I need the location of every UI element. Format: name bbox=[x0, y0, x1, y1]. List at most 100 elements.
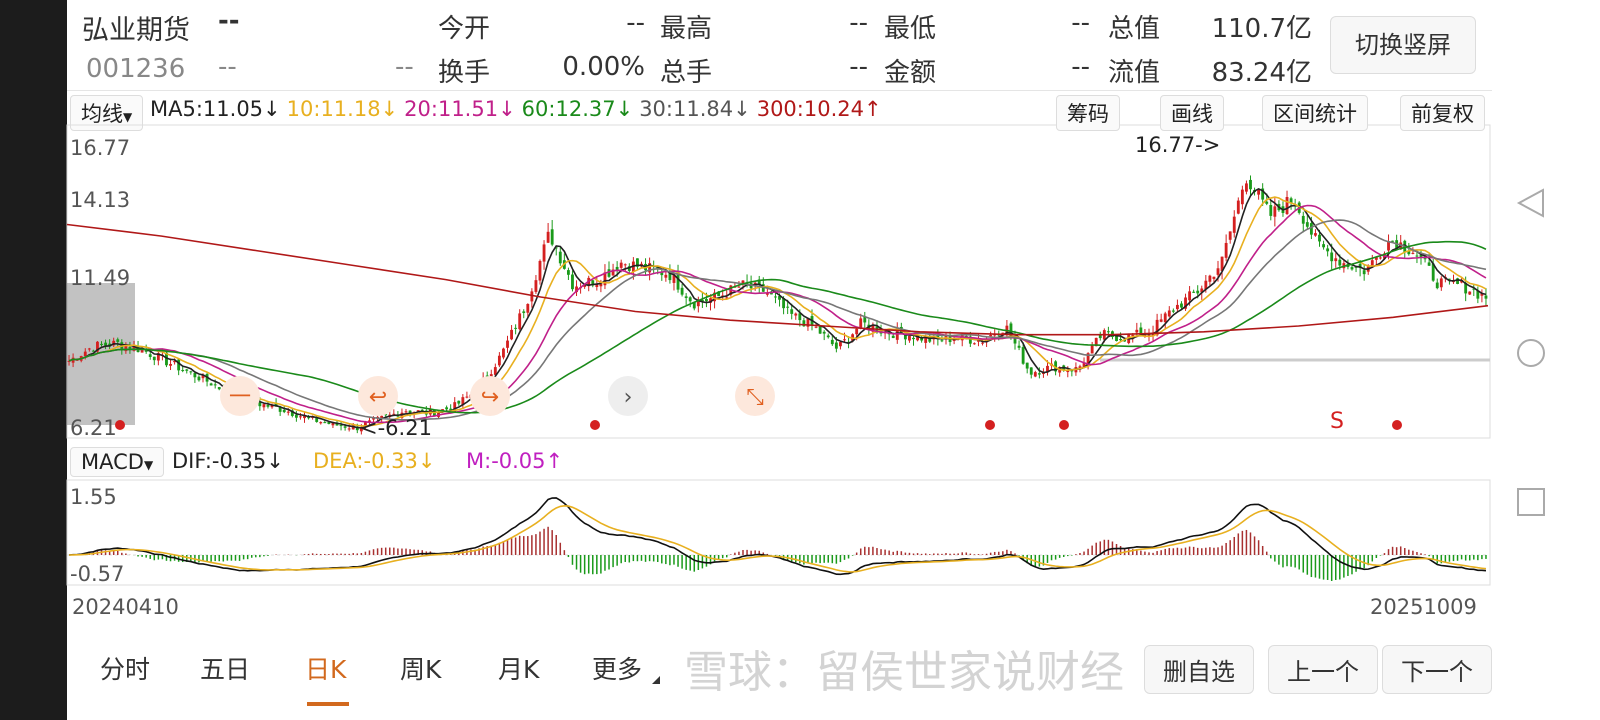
candle-body bbox=[1273, 206, 1277, 217]
chart-tool-button[interactable]: 前复权 bbox=[1400, 95, 1485, 131]
back-icon[interactable] bbox=[1516, 188, 1544, 218]
candle-body bbox=[453, 402, 457, 413]
home-icon[interactable] bbox=[1517, 339, 1545, 367]
candle-body bbox=[1017, 345, 1021, 348]
candle-body bbox=[538, 260, 542, 281]
candle-body bbox=[1123, 339, 1127, 342]
candle-body bbox=[843, 339, 846, 341]
candle-body bbox=[940, 340, 944, 342]
candle-body bbox=[1212, 276, 1216, 279]
candle-body bbox=[822, 331, 826, 334]
candle-body bbox=[778, 296, 781, 300]
candle-body bbox=[989, 334, 993, 337]
candle-body bbox=[1411, 252, 1415, 254]
circle-button-icon[interactable]: › bbox=[624, 385, 633, 410]
macd-pane bbox=[66, 479, 1491, 586]
period-tab[interactable]: 分时 bbox=[100, 655, 151, 684]
candle-body bbox=[140, 349, 144, 353]
candle-body bbox=[599, 283, 603, 287]
candle-body bbox=[1042, 372, 1045, 375]
candle-body bbox=[757, 279, 761, 285]
nav-button[interactable]: 上一个 bbox=[1268, 645, 1378, 694]
candle-body bbox=[696, 300, 700, 307]
period-tab[interactable]: 月K bbox=[498, 655, 540, 684]
candle-body bbox=[1009, 323, 1013, 337]
candle-body bbox=[981, 342, 984, 344]
candle-body bbox=[786, 306, 790, 308]
field-label: 总手 bbox=[660, 58, 713, 88]
period-tab[interactable]: 周K bbox=[400, 655, 442, 684]
buy-dot-marker bbox=[1059, 420, 1069, 430]
candle-body bbox=[1135, 329, 1139, 333]
candle-body bbox=[550, 229, 554, 245]
field-value: -- bbox=[849, 8, 868, 38]
macd-dea: DEA:-0.33↓ bbox=[313, 449, 436, 473]
candle-body bbox=[128, 347, 132, 350]
ma60-line bbox=[68, 240, 1487, 414]
chart-tool-button[interactable]: 筹码 bbox=[1056, 95, 1120, 131]
candle-body bbox=[709, 298, 712, 303]
dea-line bbox=[69, 505, 1487, 573]
field-label: 换手 bbox=[438, 58, 491, 88]
chart-tool-button[interactable]: 区间统计 bbox=[1262, 95, 1368, 131]
field-label: 金额 bbox=[884, 58, 937, 88]
field-value: 0.00% bbox=[562, 52, 645, 82]
candle-body bbox=[1094, 337, 1098, 347]
dropdown-icon: ▼ bbox=[143, 458, 154, 472]
candle-body bbox=[282, 409, 286, 413]
switch-portrait-button[interactable]: 切换竖屏 bbox=[1330, 16, 1476, 74]
candle-body bbox=[1415, 255, 1419, 257]
candle-body bbox=[1305, 222, 1309, 227]
macd-selector[interactable]: MACD▼ bbox=[70, 447, 165, 477]
ma-selector-label: 均线 bbox=[81, 102, 123, 126]
circle-button-icon[interactable]: 一 bbox=[229, 385, 251, 410]
candle-body bbox=[1464, 282, 1468, 294]
candle-body bbox=[522, 311, 526, 313]
candle-body bbox=[664, 274, 668, 278]
candle-body bbox=[1240, 189, 1244, 205]
circle-button-icon[interactable]: ↩ bbox=[369, 385, 387, 410]
candle-body bbox=[1139, 327, 1143, 337]
candle-body bbox=[518, 313, 522, 330]
more-triangle-icon bbox=[652, 676, 660, 684]
circle-button-icon[interactable]: ↪ bbox=[481, 385, 499, 410]
candle-body bbox=[1338, 259, 1342, 266]
candle-body bbox=[278, 407, 282, 412]
y-tick: 14.13 bbox=[70, 188, 131, 212]
candle-body bbox=[1228, 231, 1232, 240]
nav-button[interactable]: 删自选 bbox=[1144, 645, 1254, 694]
candle-body bbox=[1184, 297, 1187, 309]
period-tab[interactable]: 五日 bbox=[200, 655, 251, 684]
candle-body bbox=[680, 287, 684, 295]
candle-body bbox=[323, 422, 327, 424]
nav-button[interactable]: 下一个 bbox=[1382, 645, 1492, 694]
recent-apps-icon[interactable] bbox=[1517, 488, 1545, 516]
stock-code: 001236 bbox=[86, 54, 186, 84]
candle-body bbox=[359, 427, 363, 432]
candle-body bbox=[177, 359, 181, 371]
candle-body bbox=[91, 350, 95, 352]
period-tab[interactable]: 日K bbox=[305, 655, 347, 684]
candle-body bbox=[1431, 263, 1435, 281]
candle-body bbox=[1374, 257, 1378, 260]
active-tab-indicator bbox=[307, 702, 349, 706]
candle-body bbox=[335, 422, 339, 426]
candle-body bbox=[1086, 353, 1090, 365]
candle-body bbox=[493, 367, 497, 375]
field-label: 最低 bbox=[884, 14, 937, 44]
dropdown-icon: ▼ bbox=[123, 110, 133, 124]
candle-body bbox=[1224, 242, 1228, 258]
candle-body bbox=[1029, 367, 1033, 375]
candle-body bbox=[916, 334, 919, 341]
circle-button-icon[interactable]: ⤡ bbox=[746, 385, 764, 410]
candle-body bbox=[197, 376, 201, 381]
candle-body bbox=[1289, 198, 1293, 203]
period-tab[interactable]: 更多 bbox=[592, 655, 643, 684]
candle-body bbox=[834, 342, 838, 349]
chart-tool-button[interactable]: 画线 bbox=[1160, 95, 1224, 131]
candle-body bbox=[1322, 244, 1325, 248]
candle-body bbox=[83, 351, 87, 357]
candle-body bbox=[380, 415, 384, 419]
candle-body bbox=[952, 339, 956, 341]
